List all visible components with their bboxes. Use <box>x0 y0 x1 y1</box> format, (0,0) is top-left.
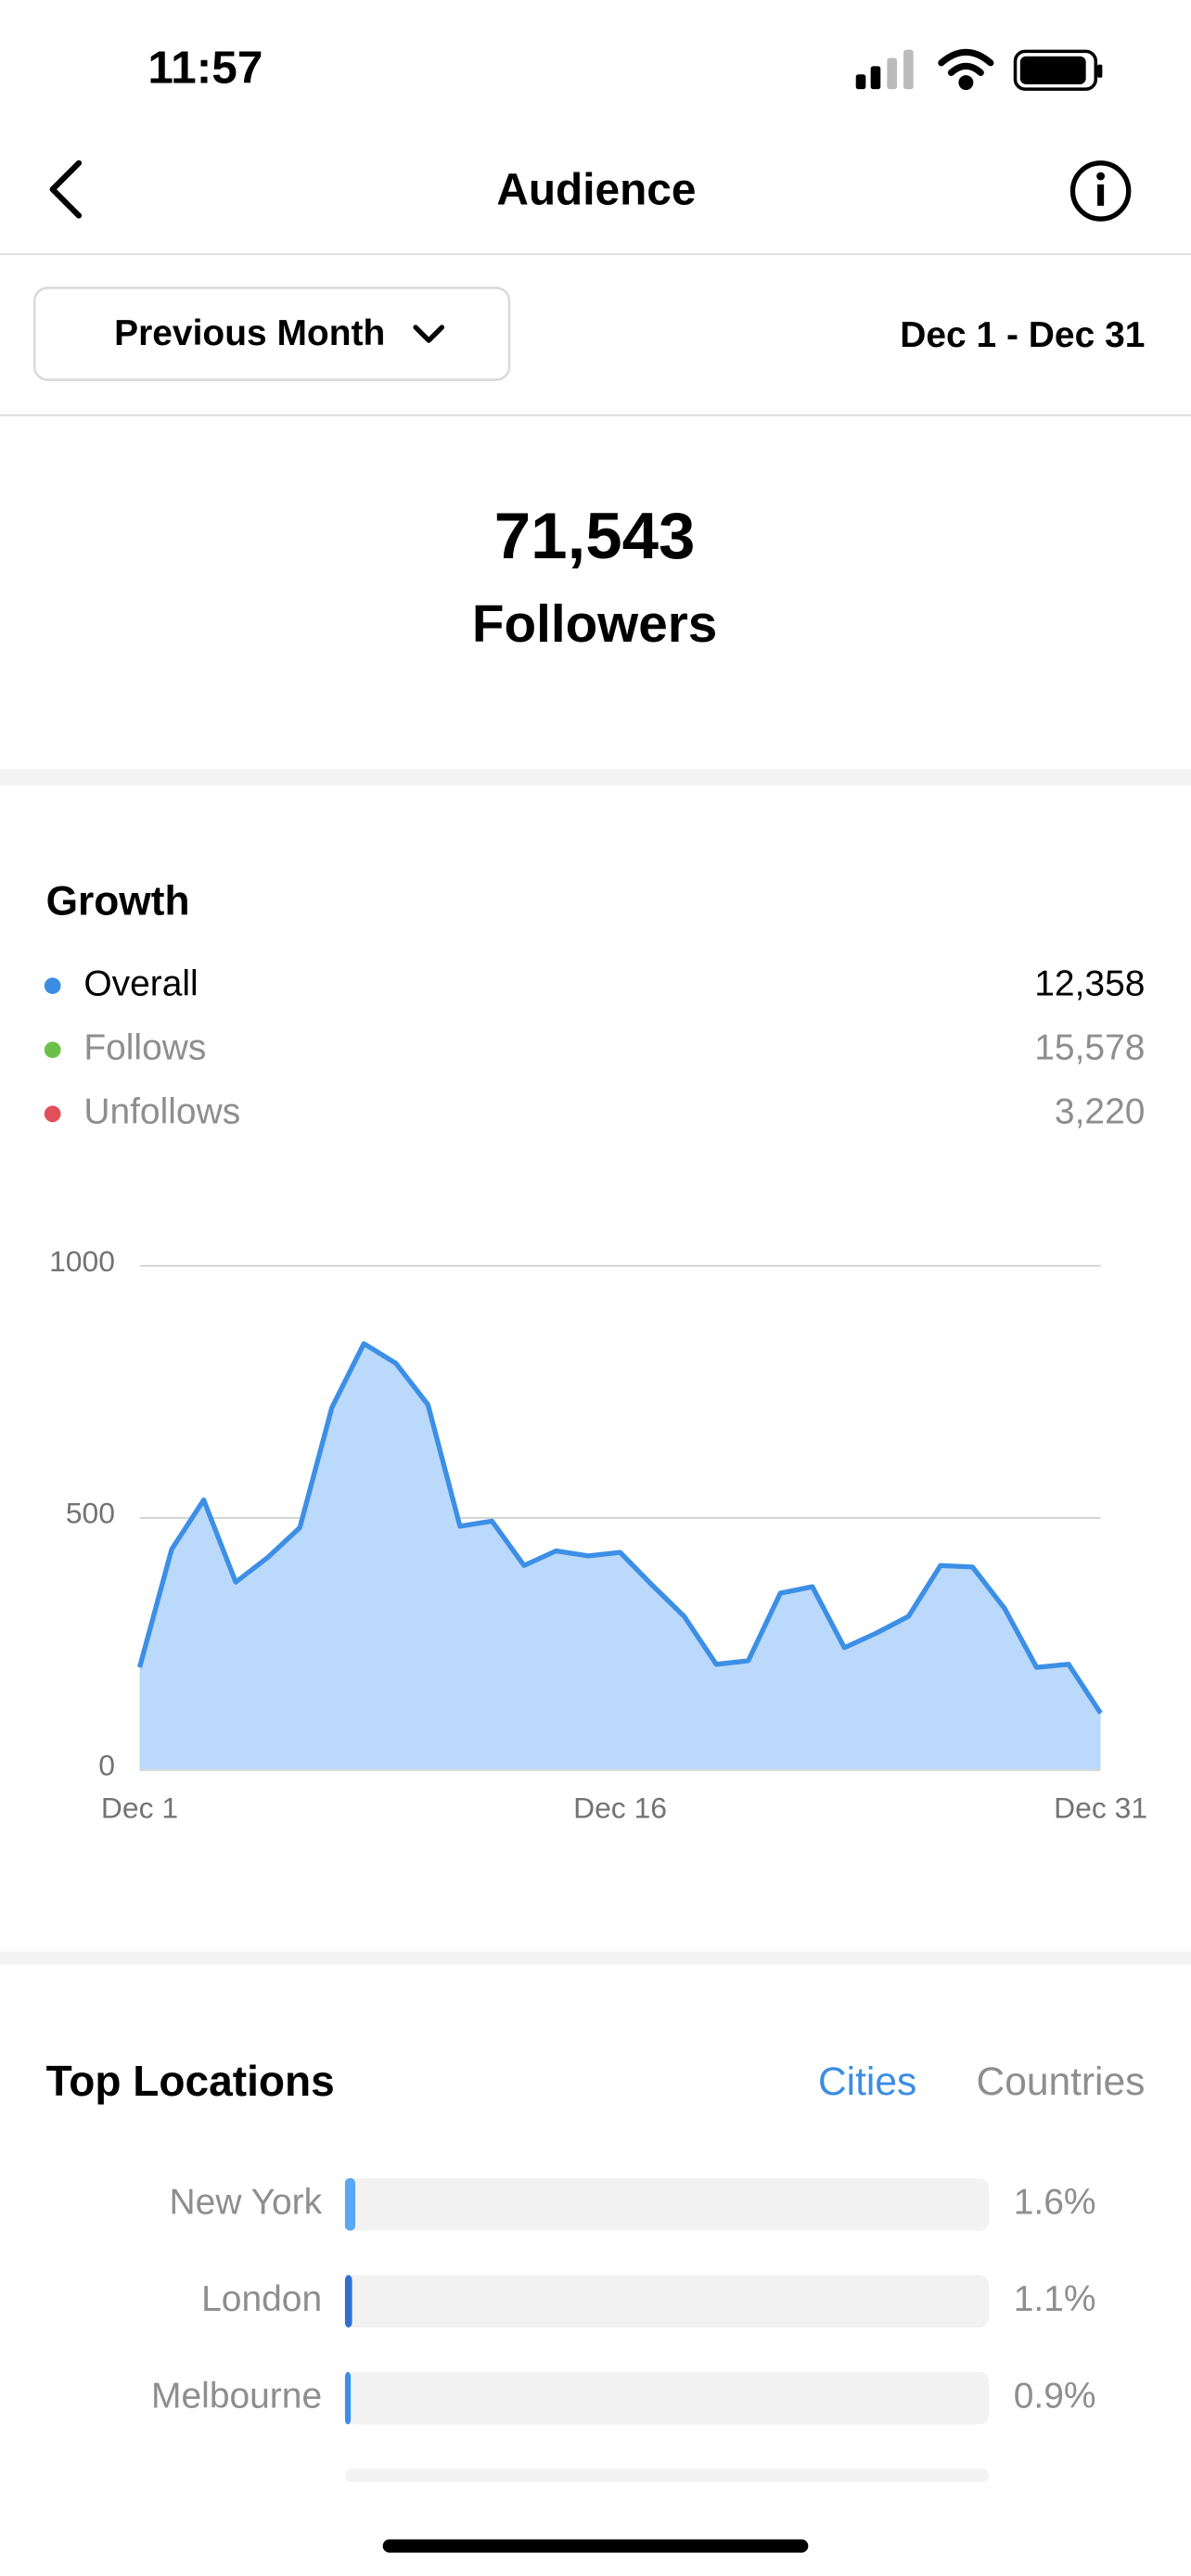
location-label: Melbourne <box>151 2377 322 2417</box>
legend-dot <box>44 1041 61 1059</box>
x-tick-label: Dec 16 <box>573 1792 667 1825</box>
bar <box>344 2371 352 2425</box>
period-dropdown[interactable] <box>32 287 511 381</box>
legend-label: Overall <box>83 963 198 1003</box>
bar-track-partial <box>344 2468 990 2482</box>
value-label: 0.9% <box>1014 2377 1096 2417</box>
wifi-icon <box>938 48 994 91</box>
section-separator <box>0 769 1191 786</box>
dropdown-chevron <box>413 325 445 343</box>
area-fill <box>139 1344 1101 1769</box>
bar <box>344 2275 352 2328</box>
location-label: New York <box>170 2183 323 2223</box>
fade-cover <box>0 2481 1191 2576</box>
locations-chart: New York 1.6% London 1.1% Melbourne 0.9% <box>151 2177 1096 2425</box>
value-label: 1.1% <box>1014 2279 1096 2319</box>
value-label: 1.6% <box>1014 2183 1096 2223</box>
follower-count: 71,543 <box>494 500 696 573</box>
legend-total: 12,358 <box>1034 963 1145 1003</box>
bar-track <box>344 2177 990 2231</box>
bar-track <box>344 2371 990 2425</box>
legend: Overall 12,358 Follows 15,578 Unfollows 3,220 <box>44 963 1145 1132</box>
section-title: Growth <box>46 878 190 924</box>
section-title: Top Locations <box>46 2057 335 2105</box>
legend-label: Follows <box>83 1027 206 1067</box>
x-tick-label: Dec 31 <box>1054 1792 1147 1825</box>
section-separator <box>0 1951 1191 1965</box>
legend-dot <box>44 977 61 994</box>
bar <box>344 2177 356 2231</box>
bar-track <box>344 2275 990 2328</box>
y-tick-label: 0 <box>98 1749 115 1782</box>
battery-icon <box>1013 49 1103 91</box>
status-time: 11:57 <box>147 42 263 94</box>
y-tick-label: 1000 <box>49 1244 115 1278</box>
info-button[interactable] <box>1069 160 1132 222</box>
legend-label: Unfollows <box>83 1092 240 1132</box>
signal-icon <box>855 49 914 90</box>
x-tick-label: Dec 1 <box>101 1792 178 1825</box>
follower-label: Followers <box>472 595 717 654</box>
legend-total: 3,220 <box>1055 1092 1145 1132</box>
location-label: London <box>201 2279 322 2319</box>
legend-total: 15,578 <box>1034 1027 1145 1067</box>
date-range: Dec 1 - Dec 31 <box>900 315 1145 355</box>
area-line <box>136 1341 1103 1715</box>
y-tick-label: 500 <box>66 1497 115 1530</box>
period-label: Previous Month <box>114 313 385 353</box>
tab-cities[interactable]: Cities <box>818 2060 916 2104</box>
header-title: Audience <box>496 165 696 214</box>
back-button[interactable] <box>49 159 83 219</box>
tab-countries[interactable]: Countries <box>977 2060 1146 2104</box>
growth-chart: 0 500 1000 Dec 1 Dec 16 Dec 31 <box>49 1244 1147 1825</box>
home-indicator <box>382 2539 809 2553</box>
legend-dot <box>44 1105 61 1123</box>
